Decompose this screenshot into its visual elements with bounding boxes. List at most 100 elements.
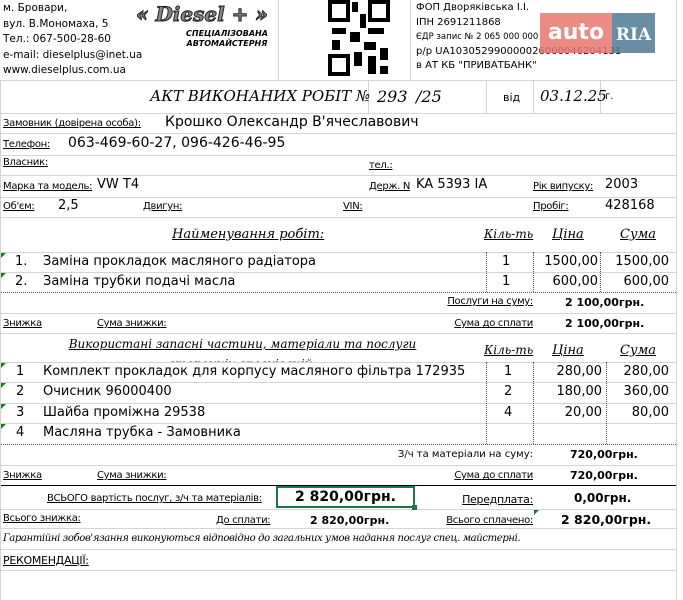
paid-value: 2 820,00грн. bbox=[561, 512, 652, 527]
part-number: 4 bbox=[16, 425, 25, 440]
part-price: 180,00 bbox=[556, 384, 603, 399]
parts-name-header: Використані запасні частини, матеріали т… bbox=[68, 337, 417, 362]
vin-label: VIN: bbox=[343, 201, 363, 212]
plate-value[interactable]: KA 5393 IA bbox=[416, 177, 488, 192]
topay-label: До сплати: bbox=[216, 515, 271, 526]
diesel-logo: « Diesel + » bbox=[136, 2, 269, 27]
parts-price-header: Ціна bbox=[552, 343, 584, 358]
parts-total-label: З/ч та матеріали на суму: bbox=[397, 449, 533, 460]
grand-total-cell[interactable]: 2 820,00грн. bbox=[276, 486, 415, 508]
address-line: вул. В.Мономаха, 5 bbox=[3, 17, 109, 30]
owner-phone-label: тел.: bbox=[369, 160, 393, 171]
total-discount-label: Всього знижка: bbox=[3, 513, 81, 524]
company-block: ФОП Дворяківська І.І. ІПН 2691211868 ЄДР… bbox=[416, 1, 621, 74]
company-bank: в АТ КБ "ПРИВАТБАНК" bbox=[416, 60, 537, 71]
customer-label: Замовник (довірена особа): bbox=[3, 118, 141, 129]
qr-code-icon bbox=[328, 0, 390, 76]
company-ipn: ІПН 2691211868 bbox=[416, 16, 501, 28]
works-total-value: 2 100,00грн. bbox=[565, 296, 645, 309]
work-sum: 600,00 bbox=[623, 274, 670, 289]
act-from-label: від bbox=[503, 91, 521, 104]
work-qty: 1 bbox=[502, 274, 511, 289]
works-price-header: Ціна bbox=[552, 227, 584, 242]
parts-sum-header: Сума bbox=[620, 343, 657, 358]
address-line: м. Бровари, bbox=[3, 2, 68, 14]
works-pay-value: 2 100,00грн. bbox=[565, 317, 645, 330]
watermark-auto: auto bbox=[540, 13, 612, 53]
warranty-note: Гарантійні зобов'язання виконуються відп… bbox=[3, 533, 521, 544]
part-name: Шайба проміжна 29538 bbox=[43, 405, 206, 420]
company-account: р/р UA103052990000026000046204131 bbox=[416, 45, 622, 57]
work-sum: 1500,00 bbox=[615, 254, 669, 269]
engine-label: Двигун: bbox=[143, 201, 183, 212]
part-qty: 1 bbox=[504, 364, 513, 379]
part-number: 1 bbox=[16, 364, 25, 379]
part-sum: 80,00 bbox=[631, 405, 669, 420]
selection-handle[interactable] bbox=[412, 505, 417, 510]
paid-label: Всього сплачено: bbox=[446, 515, 533, 526]
works-total-label: Послуги на суму: bbox=[447, 296, 533, 307]
part-number: 3 bbox=[16, 405, 25, 420]
grand-total-label: ВСЬОГО вартість послуг, з/ч та матеріалі… bbox=[47, 493, 262, 504]
works-discount-label: Знижка bbox=[3, 318, 42, 329]
works-sum-header: Сума bbox=[620, 227, 657, 242]
topay-value: 2 820,00грн. bbox=[310, 514, 390, 527]
act-number[interactable]: 293 bbox=[377, 87, 408, 106]
parts-qty-header: Кіль-ть bbox=[484, 343, 534, 357]
works-pay-label: Сума до сплати bbox=[454, 318, 533, 329]
logo-subtitle: СПЕЦІАЛІЗОВАНА АВТОМАЙСТЕРНЯ bbox=[186, 29, 268, 49]
volume-value[interactable]: 2,5 bbox=[58, 198, 79, 213]
recommendations-label: РЕКОМЕНДАЦІЇ: bbox=[3, 554, 89, 567]
part-qty: 4 bbox=[504, 405, 513, 420]
part-name: Комплект прокладок для корпусу масляного… bbox=[43, 364, 466, 379]
act-date[interactable]: 03.12.25 bbox=[540, 87, 607, 105]
works-name-header: Найменування робіт: bbox=[172, 227, 325, 242]
logo-subtitle-line: АВТОМАЙСТЕРНЯ bbox=[186, 39, 268, 48]
company-edr: ЄДР запис № 2 065 000 000 bbox=[416, 32, 539, 42]
act-title: АКТ ВИКОНАНИХ РОБІТ № bbox=[150, 87, 371, 105]
part-price: 20,00 bbox=[564, 405, 602, 420]
model-value[interactable]: VW T4 bbox=[97, 177, 140, 192]
phone-label: Телефон: bbox=[3, 139, 50, 150]
parts-discount-sum-label: Сума знижки: bbox=[97, 470, 167, 481]
phone-value[interactable]: 063-469-60-27, 096-426-46-95 bbox=[68, 135, 286, 151]
prepay-value: 0,00грн. bbox=[574, 491, 632, 505]
part-sum: 280,00 bbox=[623, 364, 670, 379]
model-label: Марка та модель: bbox=[3, 181, 93, 192]
plate-label: Держ. N bbox=[369, 181, 411, 192]
part-number: 2 bbox=[16, 384, 25, 399]
prepay-label: Передплата: bbox=[462, 493, 533, 506]
parts-total-value: 720,00грн. bbox=[570, 448, 638, 461]
work-number: 1. bbox=[15, 254, 28, 269]
work-price: 600,00 bbox=[552, 274, 599, 289]
address-block: м. Бровари, вул. В.Мономаха, 5 Тел.: 067… bbox=[3, 1, 142, 79]
email-line: e-mail: dieselplus@inet.ua bbox=[3, 48, 143, 61]
mileage-label: Пробіг: bbox=[533, 201, 569, 212]
work-price: 1500,00 bbox=[544, 254, 598, 269]
parts-pay-label: Сума до сплати bbox=[454, 470, 533, 481]
work-name: Заміна трубки подачі масла bbox=[43, 274, 236, 289]
parts-discount-label: Знижка bbox=[3, 470, 42, 481]
phone-line: Тел.: 067-500-28-60 bbox=[3, 33, 111, 45]
part-price: 280,00 bbox=[556, 364, 603, 379]
works-discount-sum-label: Сума знижки: bbox=[97, 318, 167, 329]
logo-subtitle-line: СПЕЦІАЛІЗОВАНА bbox=[186, 29, 268, 38]
year-value[interactable]: 2003 bbox=[605, 177, 639, 192]
autoria-watermark: auto RIA bbox=[540, 13, 655, 53]
parts-pay-value: 720,00грн. bbox=[570, 469, 638, 482]
part-name: Очисник 96000400 bbox=[43, 384, 172, 399]
owner-label: Власник: bbox=[3, 157, 48, 168]
watermark-ria: RIA bbox=[612, 13, 655, 53]
website-line: www.dieselplus.com.ua bbox=[3, 64, 126, 76]
year-label: Рік випуску: bbox=[533, 181, 594, 192]
act-number-suffix: /25 bbox=[416, 87, 442, 106]
act-year-suffix: г. bbox=[605, 91, 614, 102]
mileage-value[interactable]: 428168 bbox=[605, 198, 655, 213]
work-qty: 1 bbox=[502, 254, 511, 269]
company-name: ФОП Дворяківська І.І. bbox=[416, 2, 530, 13]
part-sum: 360,00 bbox=[623, 384, 670, 399]
part-qty: 2 bbox=[504, 384, 513, 399]
work-name: Заміна прокладок масляного радіатора bbox=[43, 254, 317, 269]
customer-value[interactable]: Крошко Олександр В'ячеславович bbox=[165, 114, 419, 130]
work-number: 2. bbox=[15, 274, 28, 289]
